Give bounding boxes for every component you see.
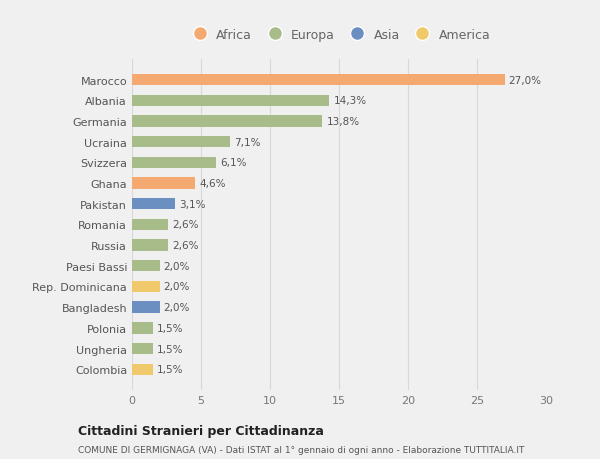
- Bar: [132, 302, 160, 313]
- Bar: [132, 343, 152, 354]
- Text: 3,1%: 3,1%: [179, 199, 205, 209]
- Text: 7,1%: 7,1%: [234, 137, 260, 147]
- Bar: [132, 116, 322, 127]
- Bar: [132, 323, 152, 334]
- Text: 1,5%: 1,5%: [157, 323, 184, 333]
- Text: 1,5%: 1,5%: [157, 344, 184, 354]
- Text: 2,6%: 2,6%: [172, 220, 199, 230]
- Text: 2,6%: 2,6%: [172, 241, 199, 251]
- Bar: [132, 219, 168, 230]
- Text: 13,8%: 13,8%: [326, 117, 360, 127]
- Legend: Africa, Europa, Asia, America: Africa, Europa, Asia, America: [185, 26, 493, 44]
- Text: 27,0%: 27,0%: [509, 75, 542, 85]
- Text: 4,6%: 4,6%: [200, 179, 226, 189]
- Bar: [132, 240, 168, 251]
- Text: 6,1%: 6,1%: [220, 158, 247, 168]
- Text: 1,5%: 1,5%: [157, 364, 184, 375]
- Text: Cittadini Stranieri per Cittadinanza: Cittadini Stranieri per Cittadinanza: [78, 424, 324, 437]
- Text: 2,0%: 2,0%: [164, 302, 190, 313]
- Bar: [132, 199, 175, 210]
- Bar: [132, 364, 152, 375]
- Bar: [132, 281, 160, 292]
- Text: COMUNE DI GERMIGNAGA (VA) - Dati ISTAT al 1° gennaio di ogni anno - Elaborazione: COMUNE DI GERMIGNAGA (VA) - Dati ISTAT a…: [78, 445, 524, 454]
- Bar: [132, 157, 216, 168]
- Bar: [132, 261, 160, 272]
- Bar: [132, 75, 505, 86]
- Bar: [132, 95, 329, 106]
- Text: 2,0%: 2,0%: [164, 261, 190, 271]
- Text: 14,3%: 14,3%: [334, 96, 367, 106]
- Bar: [132, 178, 196, 189]
- Bar: [132, 137, 230, 148]
- Text: 2,0%: 2,0%: [164, 282, 190, 292]
